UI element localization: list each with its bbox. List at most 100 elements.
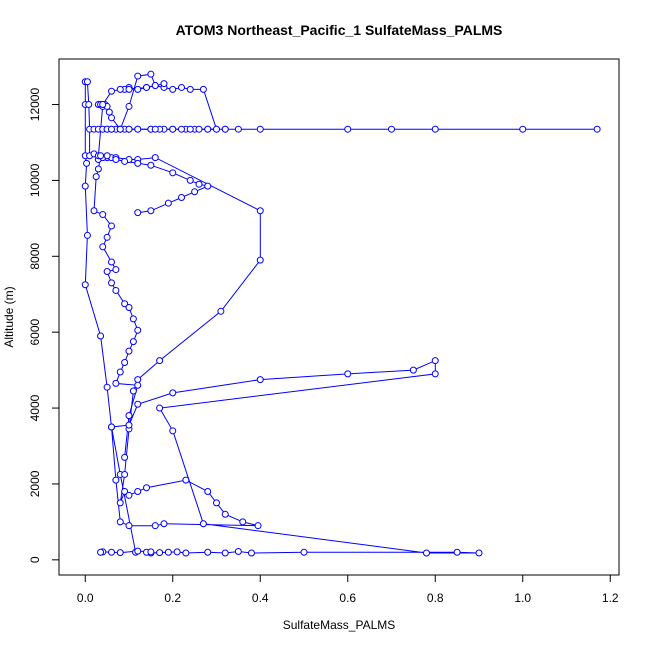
data-point [81, 281, 89, 289]
series-points [81, 70, 601, 557]
data-point [105, 108, 113, 116]
data-point [108, 423, 115, 431]
data-point [134, 400, 142, 408]
data-point [147, 548, 155, 556]
data-point [169, 169, 177, 177]
data-point [151, 154, 159, 162]
data-point [112, 476, 120, 484]
data-point [182, 549, 190, 557]
data-point [134, 85, 142, 93]
x-tick-label: 0.4 [252, 591, 269, 605]
data-point [116, 549, 124, 557]
x-tick-label: 0.2 [164, 591, 181, 605]
y-axis-label: Altitude (m) [2, 286, 16, 347]
data-point [108, 222, 115, 230]
data-point [112, 266, 120, 274]
x-tick-label: 0.8 [427, 591, 444, 605]
data-point [134, 125, 142, 133]
data-point [256, 256, 264, 264]
data-point [99, 211, 107, 219]
data-point [151, 125, 159, 133]
data-point [125, 491, 133, 499]
data-point [125, 102, 133, 110]
data-point [256, 125, 264, 133]
data-point [143, 484, 150, 492]
data-point [103, 383, 111, 391]
data-point [173, 548, 181, 556]
data-point [134, 381, 142, 389]
data-point [116, 368, 124, 376]
data-point [134, 209, 142, 217]
data-point [99, 243, 107, 251]
data-point [103, 152, 111, 160]
data-point [221, 510, 229, 518]
data-point [97, 332, 105, 340]
data-point [160, 80, 168, 88]
data-point [147, 70, 155, 78]
data-point [108, 548, 115, 556]
data-point [300, 548, 308, 556]
data-point [85, 101, 93, 109]
data-point [151, 522, 159, 530]
data-point [519, 125, 527, 133]
data-point [125, 125, 133, 133]
data-point [103, 267, 111, 275]
data-point [83, 78, 91, 86]
data-point [431, 357, 439, 365]
data-point [83, 231, 91, 239]
data-point [186, 125, 194, 133]
data-point [221, 549, 229, 557]
data-point [423, 549, 430, 557]
data-point [103, 233, 111, 241]
data-point [204, 548, 212, 556]
chart-title: ATOM3 Northeast_Pacific_1 SulfateMass_PA… [176, 22, 503, 38]
data-point [143, 83, 150, 91]
y-tick-label: 10000 [28, 163, 42, 197]
data-point [344, 125, 352, 133]
data-point [204, 488, 212, 496]
data-point [125, 522, 133, 530]
x-axis: 0.0 0.2 0.4 0.6 0.8 1.0 1.2 [77, 574, 619, 605]
data-point [94, 165, 102, 173]
data-point [409, 366, 417, 374]
data-point [151, 82, 159, 90]
data-point [81, 182, 89, 190]
data-point [116, 518, 124, 526]
data-point [121, 359, 129, 367]
data-point [169, 125, 177, 133]
data-point [116, 85, 124, 93]
data-point [121, 300, 129, 308]
y-tick-label: 6000 [28, 319, 42, 346]
data-point [213, 499, 220, 507]
data-point [191, 188, 199, 196]
data-point [125, 85, 133, 93]
data-point [147, 161, 155, 169]
data-point [112, 156, 120, 164]
data-point [239, 518, 247, 526]
data-point [195, 180, 203, 188]
data-point [108, 87, 115, 95]
data-point [83, 159, 91, 167]
data-point [129, 338, 137, 346]
data-point [108, 114, 115, 122]
data-point [186, 176, 194, 184]
data-point [147, 207, 155, 215]
data-point [134, 488, 142, 496]
data-point [121, 470, 129, 478]
data-point [388, 125, 395, 133]
data-point [169, 85, 177, 93]
data-point [116, 125, 124, 133]
x-axis-label: SulfateMass_PALMS [283, 618, 396, 632]
data-point [453, 548, 461, 556]
data-point [156, 357, 164, 365]
data-point [121, 488, 129, 496]
data-point [234, 547, 242, 555]
data-point [134, 72, 142, 80]
data-point [213, 125, 220, 133]
y-axis: 0 2000 4000 6000 8000 10000 12000 [28, 88, 60, 563]
data-point [129, 315, 137, 323]
data-point [182, 476, 190, 484]
data-point [217, 307, 225, 315]
data-point [134, 547, 142, 555]
